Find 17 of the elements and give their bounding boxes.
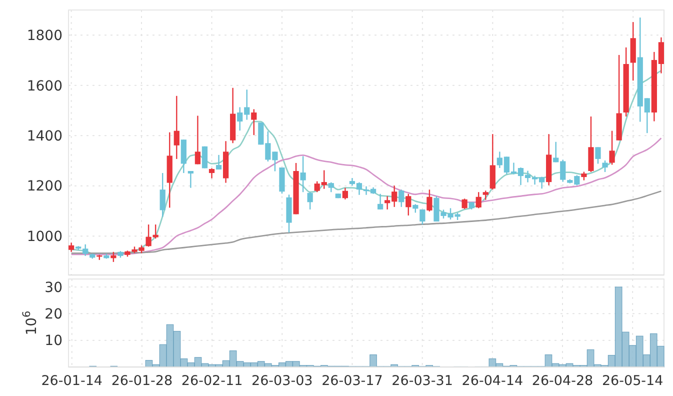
x-tick-label: 26-02-11	[181, 373, 243, 389]
y-tick-label: 1000	[26, 228, 62, 245]
y-tick-label: 20	[44, 306, 62, 323]
x-tick-label: 26-03-03	[252, 373, 313, 389]
y-tick-label: 1200	[26, 178, 62, 195]
x-tick-label: 26-03-31	[392, 373, 453, 389]
x-tick-label: 26-01-14	[41, 373, 103, 389]
y-tick-label: 10	[44, 333, 62, 350]
y-tick-label: 1600	[26, 78, 62, 94]
x-tick-label: 26-04-14	[462, 373, 524, 389]
x-tick-label: 26-05-14	[602, 373, 664, 389]
y-tick-label: 1800	[26, 28, 62, 44]
x-tick-label: 26-04-28	[532, 373, 594, 389]
x-tick-label: 26-03-17	[322, 373, 383, 389]
x-tick-label: 26-01-28	[111, 373, 173, 389]
y-tick-label: 30	[44, 280, 62, 296]
y-tick-label: 1400	[26, 128, 62, 144]
